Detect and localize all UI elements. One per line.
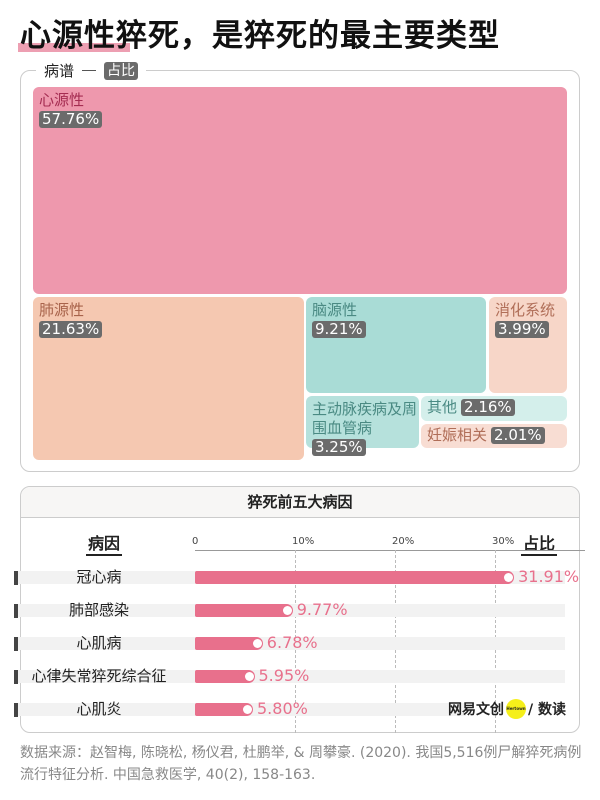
cell-value: 2.16% <box>461 399 515 416</box>
value-label: 5.95% <box>258 666 310 685</box>
legend-dash <box>82 70 97 71</box>
cell-value: 3.25% <box>312 439 366 456</box>
row-marker <box>14 571 18 585</box>
category-label: 肺部感染 <box>68 601 129 619</box>
x-tick-label: 0 <box>192 536 199 547</box>
source-note: 数据来源：赵智梅, 陈晓松, 杨仪君, 杜鹏举, & 周攀豪. (2020). … <box>20 745 582 783</box>
value-label: 31.91% <box>518 567 580 586</box>
logo-text-2: / 数读 <box>528 702 566 718</box>
cell-label: 其他 <box>427 398 458 416</box>
row-marker <box>14 604 18 618</box>
logo-badge: Hertown <box>506 699 526 719</box>
logo-text: 网易文创 <box>448 702 504 718</box>
bar <box>195 703 253 716</box>
title-highlight <box>18 43 130 52</box>
bar <box>195 604 293 617</box>
bar-end-dot <box>252 639 262 648</box>
treemap-cell: 心源性 57.76% <box>33 87 567 294</box>
value-label: 5.80% <box>257 699 308 718</box>
treemap-cell: 其他 2.16% <box>421 396 567 421</box>
x-axis-label: 占比 <box>521 530 558 556</box>
value-label: 9.77% <box>296 600 348 619</box>
cell-value: 21.63% <box>39 321 103 338</box>
bar-end-dot <box>243 705 252 714</box>
cell-label: 主动脉疾病及周围血管病 <box>312 400 418 437</box>
row-marker <box>14 703 18 717</box>
x-axis-line <box>195 550 585 551</box>
y-axis-label: 病因 <box>86 530 123 556</box>
x-tick-label: 20% <box>392 536 415 547</box>
cell-value: 9.21% <box>312 321 366 338</box>
x-tick-label: 10% <box>292 536 315 547</box>
logo: 网易文创 Hertown / 数读 <box>448 699 566 719</box>
cell-value: 57.76% <box>39 111 103 128</box>
cell-label: 妊娠相关 <box>427 426 488 444</box>
category-label: 心律失常猝死综合征 <box>31 667 167 685</box>
cell-label: 消化系统 <box>495 301 556 319</box>
treemap-panel <box>20 70 580 472</box>
value-label: 6.78% <box>266 633 318 652</box>
bar <box>195 670 255 683</box>
treemap-cell: 脑源性 9.21% <box>306 297 486 393</box>
bar-end-dot <box>282 606 292 615</box>
cell-value: 2.01% <box>491 427 545 444</box>
row-marker <box>14 670 18 684</box>
legend-tag: 占比 <box>104 61 139 80</box>
treemap-cell: 肺源性 21.63% <box>33 297 304 460</box>
x-tick-label: 30% <box>492 536 515 547</box>
category-label: 心肌病 <box>76 634 122 652</box>
cell-label: 肺源性 <box>39 301 85 319</box>
category-label: 心肌炎 <box>76 700 122 718</box>
treemap-legend: 病谱 占比 <box>36 60 147 81</box>
cell-label: 心源性 <box>39 91 85 109</box>
page-title: 心源性猝死，是猝死的最主要类型 <box>20 18 500 54</box>
row-background <box>16 670 565 683</box>
cell-value: 3.99% <box>495 321 549 338</box>
treemap-cell: 消化系统 3.99% <box>489 297 567 393</box>
bar-end-dot <box>244 672 254 681</box>
treemap-cell: 主动脉疾病及周围血管病 3.25% <box>306 396 419 456</box>
cell-label: 脑源性 <box>312 301 358 319</box>
row-background <box>16 637 565 650</box>
bar <box>195 637 263 650</box>
category-label: 冠心病 <box>76 568 122 586</box>
chart-title: 猝死前五大病因 <box>21 487 579 518</box>
treemap-cell: 妊娠相关 2.01% <box>421 424 567 448</box>
bar <box>195 571 515 584</box>
legend-label: 病谱 <box>44 62 75 80</box>
bar-end-dot <box>504 573 514 582</box>
row-marker <box>14 637 18 651</box>
